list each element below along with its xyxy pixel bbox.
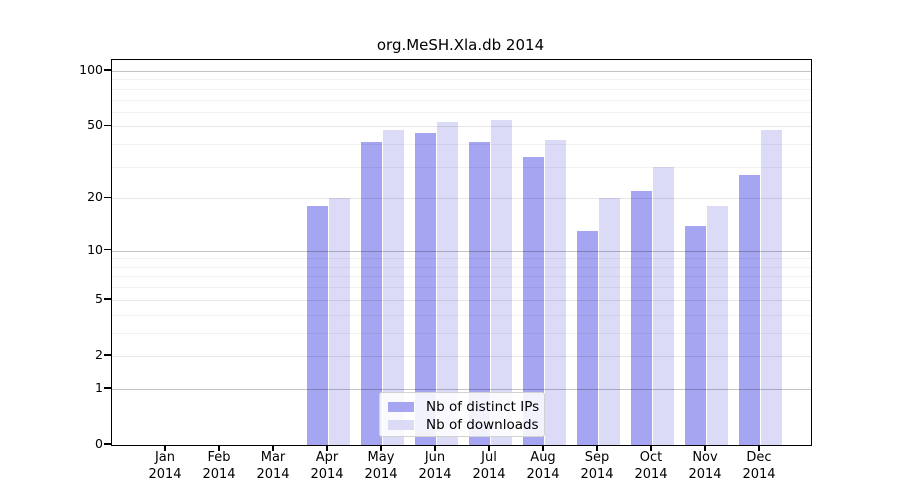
bar-ips-may [360,142,382,445]
bar-ips-dec [738,174,760,445]
x-tick-mark [164,445,166,451]
gridline-10 [112,250,811,252]
bar-downloads-jul [490,120,512,445]
x-tick-label-aug: Aug 2014 [526,450,560,482]
x-tick-mark [380,445,382,451]
x-tick-label-mar: Mar 2014 [256,450,290,482]
legend: Nb of distinct IPs Nb of downloads [379,392,545,437]
gridline-40 [112,144,811,146]
bar-downloads-jun [436,121,458,445]
x-tick-mark [596,445,598,451]
legend-swatch-icon [388,419,414,430]
y-tick-mark [104,69,111,71]
y-tick-label-1: 1 [95,379,103,395]
y-tick-label-2: 2 [95,346,103,362]
gridline-1 [112,388,811,390]
y-tick-mark [104,124,111,127]
x-tick-label-sep: Sep 2014 [580,450,614,482]
gridline-5 [112,299,811,301]
x-tick-mark [326,445,328,451]
x-tick-label-may: May 2014 [364,450,398,482]
gridline-90 [112,79,811,81]
bar-downloads-sep [598,198,620,445]
x-tick-mark [434,445,436,451]
x-tick-label-feb: Feb 2014 [202,450,236,482]
gridline-60 [112,111,811,113]
x-tick-mark [650,445,652,451]
y-tick-label-50: 50 [87,117,103,133]
legend-item-ips: Nb of distinct IPs [388,398,540,415]
gridline-80 [112,88,811,90]
y-tick-label-100: 100 [79,61,103,77]
x-tick-mark [542,445,544,451]
legend-label: Nb of downloads [426,416,539,433]
bar-ips-aug [522,156,544,445]
y-tick-mark [104,248,111,251]
bar-downloads-apr [328,198,350,445]
x-tick-label-apr: Apr 2014 [310,450,344,482]
x-tick-label-jul: Jul 2014 [472,450,506,482]
y-tick-mark [104,196,111,199]
gridline-9 [112,258,811,260]
x-tick-mark [488,445,490,451]
x-tick-mark [758,445,760,451]
bar-downloads-oct [652,166,674,445]
x-tick-mark [272,445,274,451]
gridline-100 [112,70,811,72]
gridline-6 [112,287,811,289]
bar-ips-nov [684,225,706,445]
bar-downloads-aug [544,140,566,445]
bar-ips-apr [306,206,328,445]
y-tick-mark [104,387,111,389]
y-tick-label-10: 10 [87,241,103,257]
legend-label: Nb of distinct IPs [426,398,540,415]
gridline-20 [112,198,811,200]
y-tick-mark [104,354,111,356]
gridline-2 [112,355,811,357]
y-tick-mark [104,443,111,445]
bar-ips-jul [468,142,490,445]
gridline-8 [112,266,811,268]
x-tick-mark [704,445,706,451]
x-tick-label-jan: Jan 2014 [148,450,182,482]
gridline-30 [112,166,811,168]
x-tick-mark [218,445,220,451]
y-tick-label-20: 20 [87,189,103,205]
legend-swatch-icon [388,401,414,412]
gridline-7 [112,276,811,278]
legend-item-downloads: Nb of downloads [388,416,539,433]
plot-area [111,59,812,446]
gridline-4 [112,314,811,316]
x-tick-label-jun: Jun 2014 [418,450,452,482]
bar-downloads-nov [706,206,728,445]
y-tick-label-0: 0 [95,436,103,451]
chart-title: org.MeSH.Xla.db 2014 [376,36,545,54]
gridline-50 [112,126,811,128]
x-tick-label-oct: Oct 2014 [634,450,668,482]
bar-ips-sep [576,231,598,445]
y-tick-label-5: 5 [95,290,103,306]
bar-ips-jun [414,133,436,445]
bar-ips-oct [630,190,652,445]
gridline-70 [112,99,811,101]
y-tick-mark [104,298,111,300]
gridline-3 [112,332,811,334]
x-tick-label-nov: Nov 2014 [688,450,722,482]
x-tick-label-dec: Dec 2014 [742,450,776,482]
